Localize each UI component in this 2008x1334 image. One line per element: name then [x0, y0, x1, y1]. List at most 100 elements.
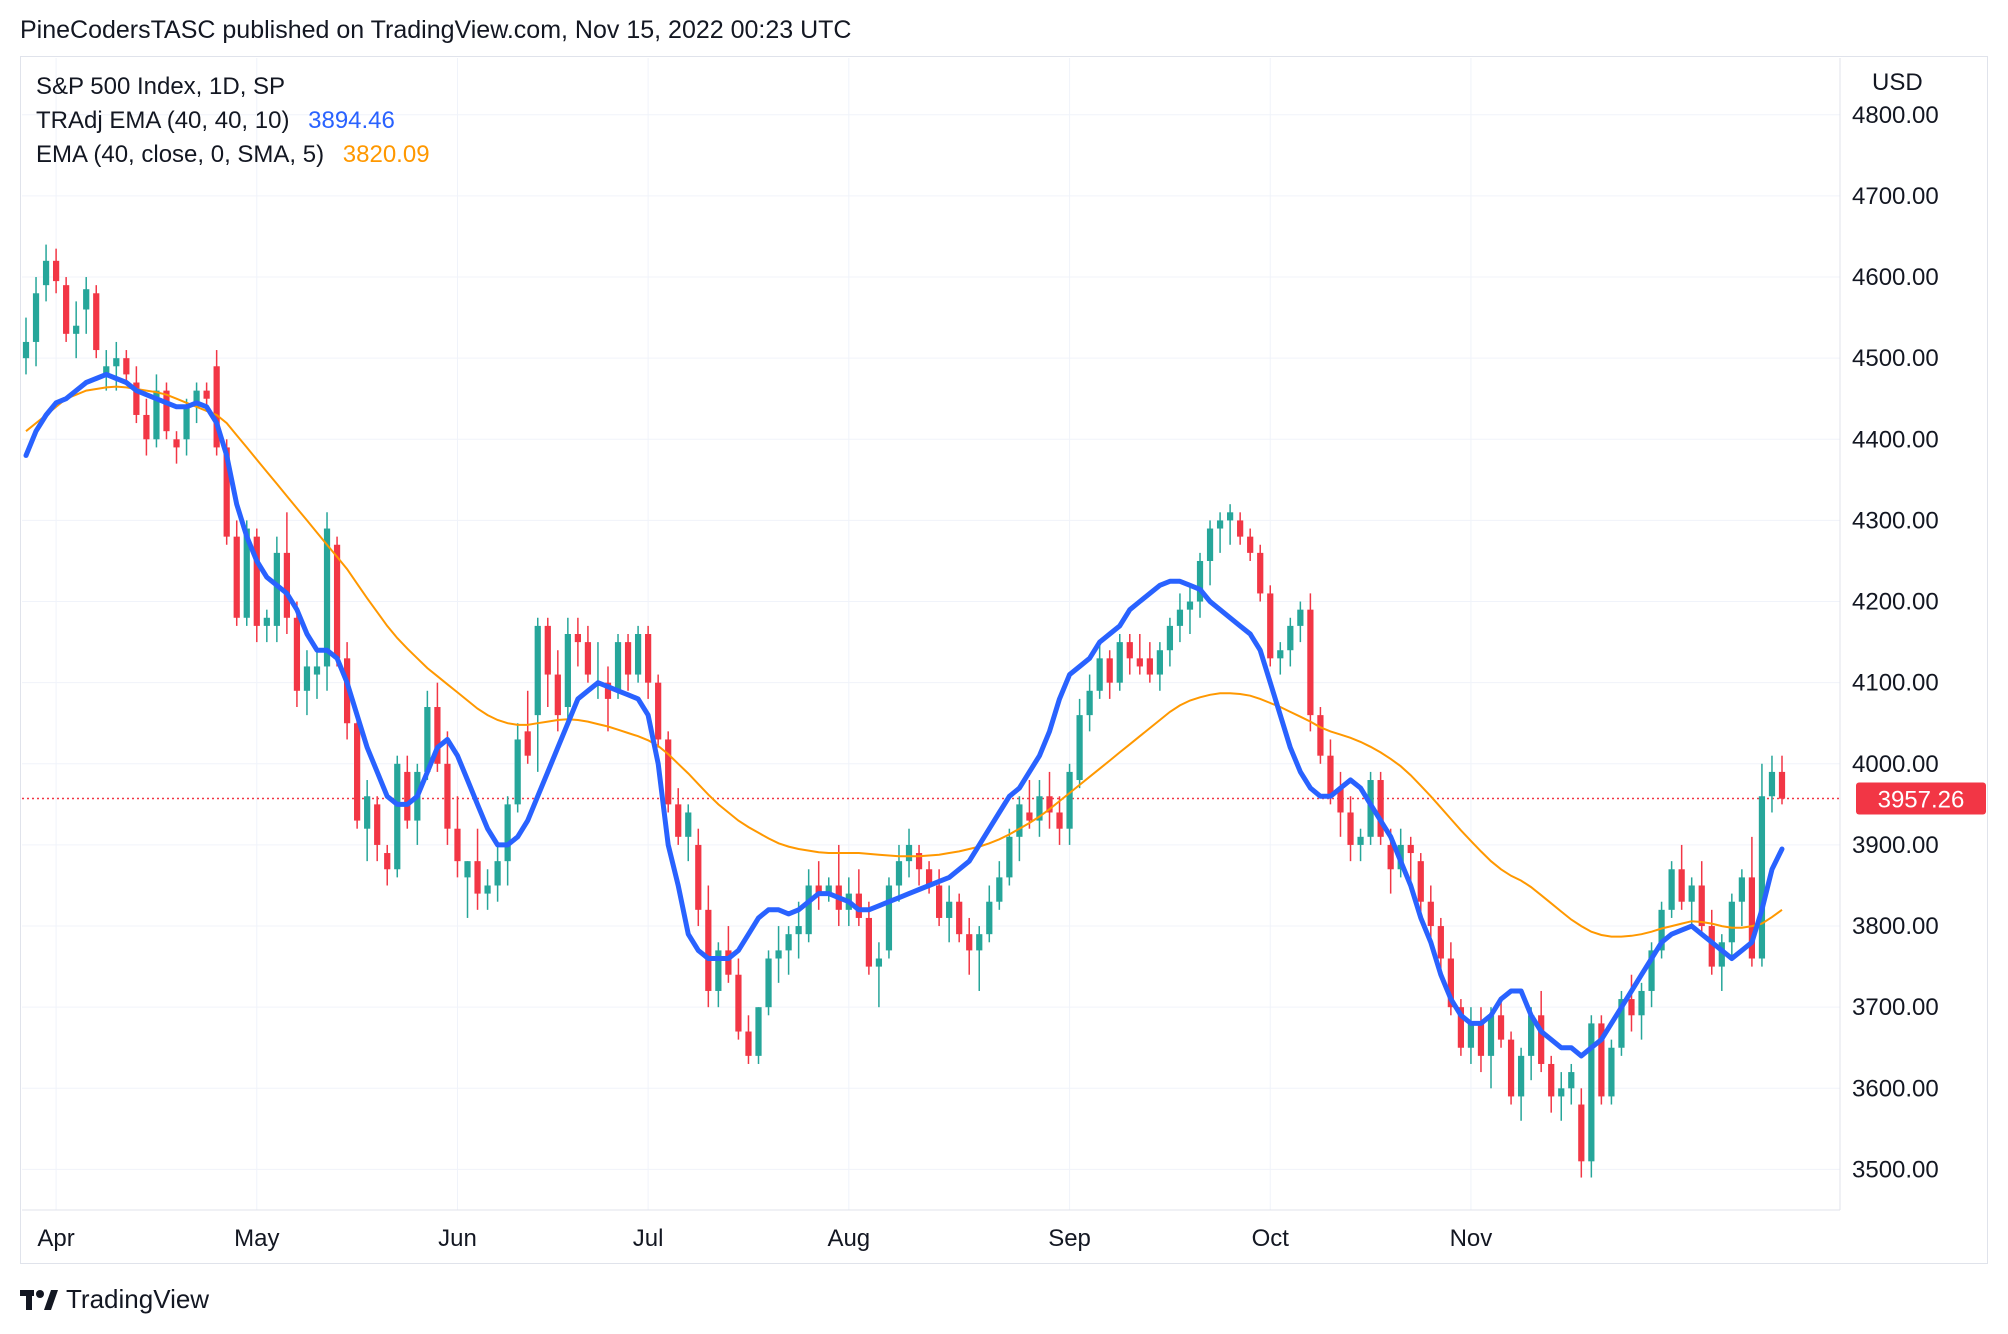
candle-body: [1206, 528, 1214, 561]
candle-body: [695, 844, 702, 910]
candle-body: [1056, 812, 1063, 829]
y-tick-label: 4100.00: [1852, 670, 1939, 697]
candle-body: [364, 796, 371, 829]
candle-body: [1146, 658, 1153, 675]
currency-label: USD: [1872, 69, 1923, 96]
candle-body: [825, 885, 832, 894]
footer-brand[interactable]: TradingView: [66, 1284, 210, 1314]
tradingview-logo-icon[interactable]: [20, 1288, 58, 1312]
last-price-label: 3957.26: [1878, 786, 1965, 813]
candle-body: [42, 260, 50, 286]
candle-body: [514, 739, 521, 805]
candle-body: [1678, 869, 1685, 902]
candle-body: [133, 382, 140, 415]
candle-body: [303, 666, 311, 691]
candle-body: [946, 901, 953, 918]
candle-body: [1728, 901, 1735, 943]
x-tick-label: Aug: [827, 1225, 870, 1252]
candle-body: [223, 447, 230, 537]
candle-body: [1608, 1047, 1615, 1097]
candle-body: [905, 844, 913, 862]
candle-body: [755, 1007, 762, 1056]
candle-body: [203, 390, 210, 399]
candle-body: [775, 950, 782, 959]
candle-body: [113, 358, 120, 367]
legend-ema-row[interactable]: EMA (40, close, 0, SMA, 5) 3820.09: [36, 138, 430, 172]
candle-body: [63, 285, 70, 334]
candle-body: [1467, 1023, 1475, 1048]
candle-body: [1708, 926, 1715, 967]
candle-body: [1176, 609, 1184, 626]
candle-body: [564, 634, 571, 708]
candle-body: [725, 950, 732, 975]
y-tick-label: 4800.00: [1852, 102, 1939, 129]
candle-body: [193, 390, 200, 407]
candle-body: [1357, 836, 1364, 845]
candle-body: [1337, 788, 1344, 813]
x-tick-label: Nov: [1450, 1225, 1493, 1252]
candle-body: [1407, 844, 1414, 854]
candle-body: [976, 934, 983, 951]
candle-body: [1347, 812, 1354, 845]
chart-frame: [20, 56, 1988, 1264]
legend-ema-value: 3820.09: [342, 141, 430, 168]
candle-body: [915, 853, 923, 870]
candle-body: [263, 617, 270, 626]
candle-body: [524, 731, 531, 756]
candle-body: [936, 885, 943, 918]
candle-body: [865, 917, 872, 967]
candle-body: [1568, 1072, 1575, 1089]
candle-body: [634, 634, 642, 675]
candle-body: [1106, 658, 1113, 683]
candle-body: [534, 625, 541, 716]
legend-tradj-value: 3894.46: [308, 107, 395, 134]
candle-body: [1267, 593, 1274, 659]
candle-body: [103, 366, 110, 375]
candle-body: [1578, 1104, 1585, 1162]
candle-body: [1638, 990, 1645, 1016]
x-tick-label: Apr: [37, 1225, 74, 1252]
candle-body: [1216, 520, 1224, 529]
candle-body: [1377, 780, 1384, 837]
y-tick-label: 4200.00: [1852, 589, 1939, 616]
y-tick-label: 3500.00: [1852, 1156, 1939, 1183]
x-tick-label: Sep: [1048, 1225, 1091, 1252]
candle-body: [1277, 650, 1284, 659]
candle-body: [1507, 1039, 1515, 1097]
candle-body: [675, 804, 682, 837]
legend-tradj-row[interactable]: TRAdj EMA (40, 40, 10) 3894.46: [36, 104, 430, 138]
candle-body: [1437, 926, 1444, 959]
candle-body: [1076, 715, 1083, 781]
candle-body: [1116, 642, 1123, 683]
candle-body: [52, 260, 60, 282]
candle-body: [1136, 658, 1143, 667]
candle-body: [173, 439, 180, 448]
y-tick-label: 4300.00: [1852, 507, 1939, 534]
candle-body: [996, 877, 1003, 902]
candle-body: [333, 544, 341, 659]
candle-body: [484, 885, 491, 894]
candle-body: [1718, 942, 1725, 967]
y-tick-label: 4500.00: [1852, 345, 1939, 372]
candle-body: [925, 869, 933, 886]
legend-symbol-row[interactable]: S&P 500 Index, 1D, SP: [36, 70, 430, 104]
legend-tradj-label: TRAdj EMA (40, 40, 10): [36, 107, 290, 134]
candle-body: [444, 763, 451, 829]
candle-body: [1257, 552, 1264, 594]
candle-body: [1046, 796, 1053, 813]
candle-body: [795, 926, 802, 935]
candle-body: [685, 812, 692, 837]
candle-body: [1628, 999, 1635, 1016]
candle-body: [1447, 958, 1454, 1008]
candle-body: [1417, 861, 1424, 902]
legend-symbol: S&P 500 Index, 1D, SP: [36, 73, 286, 100]
candle-body: [645, 634, 652, 683]
candle-body: [384, 853, 391, 870]
candle-body: [213, 366, 220, 448]
candle-body: [574, 634, 581, 643]
candle-body: [986, 901, 993, 935]
candle-body: [705, 909, 712, 991]
last-price-badge: [1856, 782, 1986, 815]
candle-body: [805, 885, 812, 935]
